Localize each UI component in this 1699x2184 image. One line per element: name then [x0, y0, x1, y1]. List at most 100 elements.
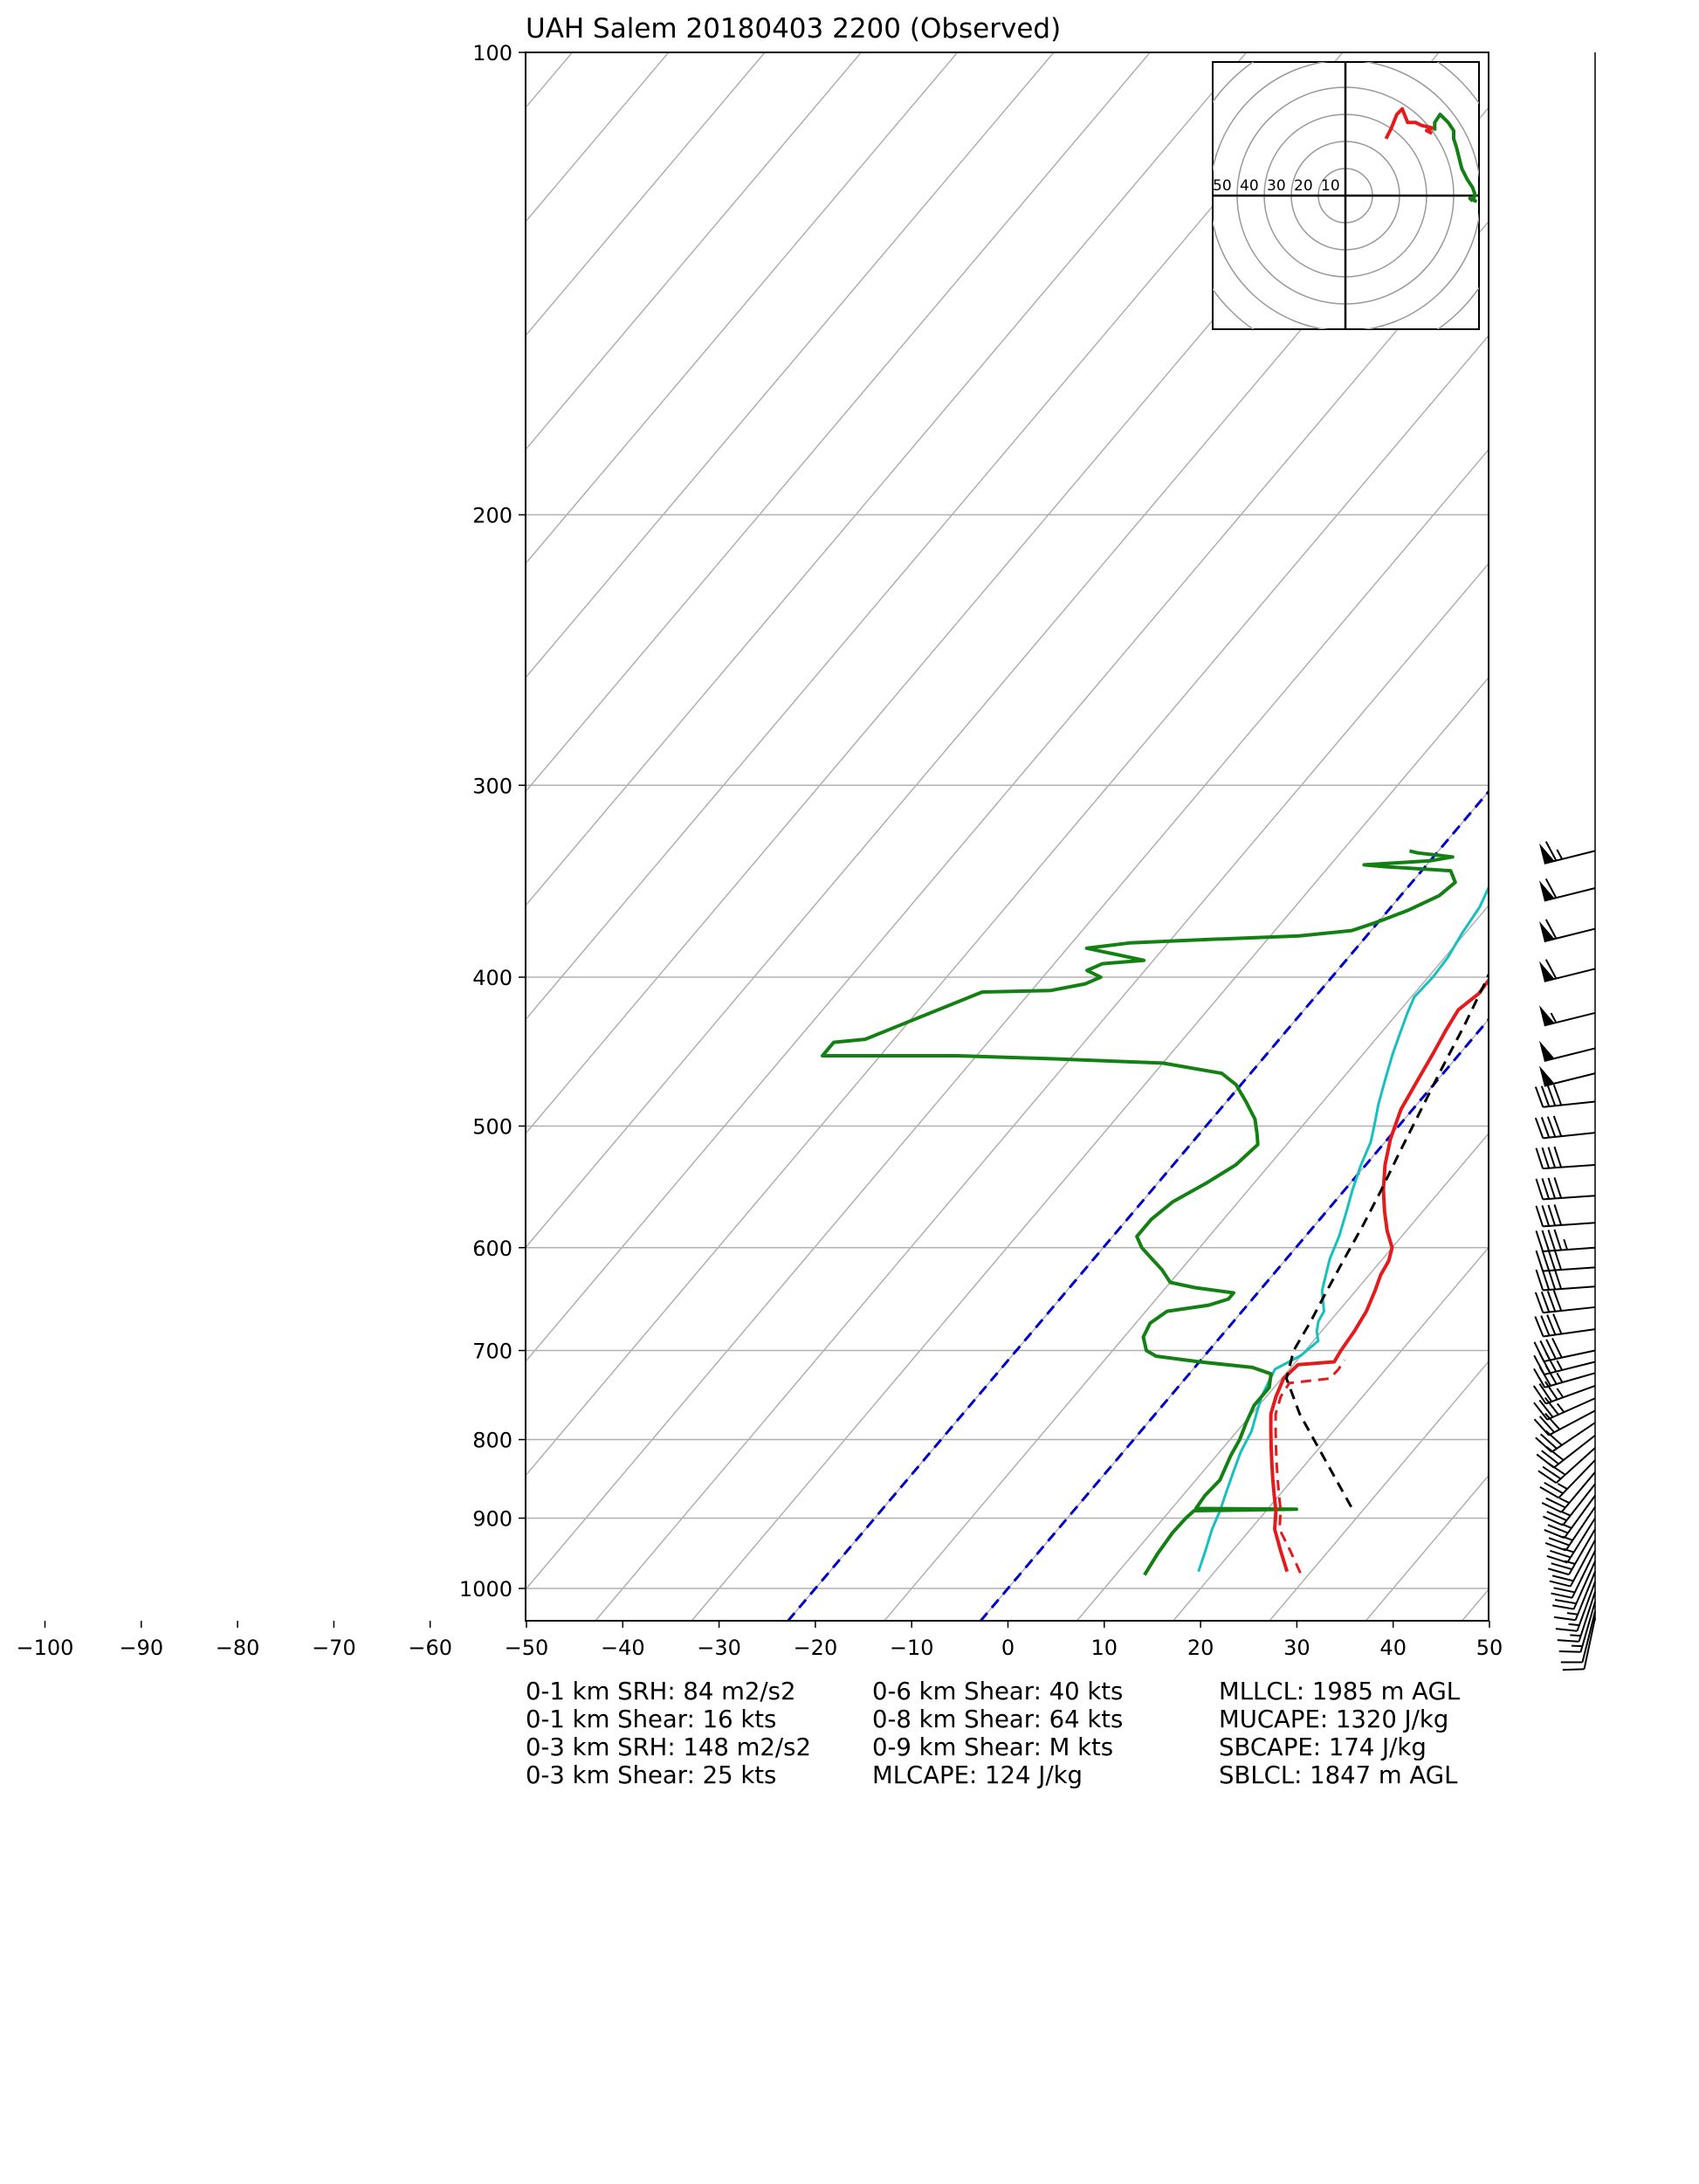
temperature-tick-label: −80	[216, 1636, 260, 1660]
wind-barb	[1534, 1313, 1596, 1338]
hodograph-ring-label: 30	[1267, 177, 1286, 195]
wind-barb	[1533, 1352, 1596, 1375]
isotherm-line	[526, 52, 1248, 907]
isotherm-line	[691, 676, 1489, 1621]
pressure-axis: 100 200 300 400 500 600 700 800 900 1000	[459, 41, 526, 1602]
pressure-tick-label: 400	[472, 966, 512, 990]
wind-barb	[1547, 1528, 1596, 1576]
wind-barb	[1538, 841, 1596, 865]
wind-barb	[1535, 1249, 1596, 1272]
isotherm-line	[526, 52, 1055, 679]
temperature-trace	[1269, 977, 1489, 1573]
wind-barb	[1535, 1204, 1596, 1228]
stat-0-3km-srh: 0-3 km SRH: 148 m2/s2	[526, 1733, 811, 1761]
wind-barb	[1544, 1506, 1596, 1552]
wind-barb	[1560, 1611, 1596, 1664]
wind-barb	[1538, 919, 1596, 943]
wind-barb	[1552, 1560, 1596, 1610]
wind-barb	[1538, 1040, 1596, 1062]
stat-0-6km-shear: 0-6 km Shear: 40 kts	[872, 1678, 1124, 1705]
stats-column-1: 0-1 km SRH: 84 m2/s2 0-1 km Shear: 16 kt…	[526, 1678, 811, 1789]
stat-0-1km-shear: 0-1 km Shear: 16 kts	[526, 1705, 777, 1733]
temperature-tick-label: −70	[312, 1636, 356, 1660]
hodograph-ring-label: 10	[1321, 177, 1340, 195]
chart-title: UAH Salem 20180403 2200 (Observed)	[526, 13, 1061, 45]
temperature-tick-label: −60	[408, 1636, 452, 1660]
isotherm-line	[526, 52, 1344, 1021]
wind-barb	[1535, 1268, 1596, 1292]
wind-barb	[1535, 1229, 1596, 1252]
pressure-tick-label: 1000	[459, 1577, 512, 1602]
wind-barb	[1535, 1146, 1596, 1170]
isotherm-line	[526, 52, 959, 565]
pressure-tick-label: 100	[472, 41, 512, 65]
pressure-tick-label: 300	[472, 774, 512, 798]
temperature-tick-label: −100	[17, 1636, 74, 1660]
parcel-trace	[1285, 971, 1489, 1508]
wind-barb	[1551, 1550, 1596, 1599]
pressure-tick-label: 800	[472, 1429, 512, 1453]
isotherm-line	[526, 52, 670, 223]
stat-0-9km-shear: 0-9 km Shear: M kts	[872, 1733, 1114, 1761]
temperature-tick-label: 10	[1091, 1636, 1118, 1660]
isotherm-line	[884, 904, 1489, 1621]
stat-0-1km-srh: 0-1 km SRH: 84 m2/s2	[526, 1678, 796, 1705]
hodograph-trace-upper	[1433, 113, 1477, 203]
hodograph-ring-label: 50	[1213, 177, 1232, 195]
wind-barb	[1538, 1005, 1596, 1027]
wind-barb	[1532, 1381, 1596, 1405]
stat-0-3km-shear: 0-3 km Shear: 25 kts	[526, 1761, 777, 1789]
wind-barb	[1555, 1581, 1596, 1632]
isotherm-line	[1461, 1588, 1489, 1621]
wind-barb	[1543, 1483, 1596, 1526]
dashed-reference-lines	[787, 789, 1489, 1621]
isotherm-line	[526, 52, 1151, 793]
hodograph-ring-label: 40	[1240, 177, 1259, 195]
pressure-tick-label: 600	[472, 1237, 512, 1261]
stat-mucape: MUCAPE: 1320 J/kg	[1219, 1705, 1449, 1733]
wind-barb	[1538, 878, 1596, 902]
isotherm-line	[526, 334, 1489, 1477]
wind-barb	[1541, 1471, 1596, 1513]
stats-column-2: 0-6 km Shear: 40 kts 0-8 km Shear: 64 kt…	[872, 1678, 1123, 1789]
wind-barb	[1538, 959, 1596, 982]
wind-barb	[1537, 1447, 1596, 1485]
wind-barb	[1538, 1065, 1596, 1087]
isotherm-line	[526, 52, 862, 451]
isotherm-line	[1173, 1246, 1489, 1621]
isotherm-line	[526, 52, 574, 109]
plot-frame	[525, 52, 1489, 1622]
hodograph-trace-lower	[1384, 107, 1434, 140]
pressure-tick-label: 900	[472, 1507, 512, 1532]
isotherm-line	[526, 448, 1489, 1591]
wind-barb	[1534, 1290, 1596, 1314]
temperature-axis: −100 −90 −80 −70 −60 −50 −40 −30 −20 −10 0 10 20 30 40…	[17, 1621, 1503, 1660]
wind-barb	[1534, 1115, 1596, 1140]
temperature-tick-label: 20	[1187, 1636, 1214, 1660]
wind-barb	[1535, 1177, 1596, 1201]
wind-barb	[1534, 1084, 1596, 1108]
temperature-tick-label: 50	[1476, 1636, 1503, 1660]
hodograph-ring-label: 20	[1294, 177, 1313, 195]
wetbulb-trace	[1197, 884, 1489, 1573]
wind-barb	[1533, 1396, 1596, 1421]
temperature-tick-label: −90	[119, 1636, 163, 1660]
temperature-tick-label: −30	[697, 1636, 741, 1660]
wind-barb	[1544, 1495, 1596, 1540]
hodograph-inset: 50 40 30 20 10	[1212, 61, 1480, 330]
wind-barb	[1535, 1422, 1596, 1453]
dewpoint-trace	[821, 849, 1457, 1576]
wind-barb	[1539, 1459, 1596, 1499]
temperature-tick-label: 0	[1001, 1636, 1015, 1660]
wind-barb	[1546, 1517, 1596, 1564]
wind-barb	[1558, 1601, 1596, 1653]
temperature_dashed-trace	[1274, 1359, 1346, 1574]
isotherm-line	[1076, 1132, 1489, 1621]
wind-barb	[1549, 1540, 1596, 1588]
dashed-reference-line	[979, 1017, 1489, 1621]
stat-sblcl: SBLCL: 1847 m AGL	[1219, 1761, 1458, 1789]
isotherm-line	[595, 562, 1489, 1621]
stat-0-8km-shear: 0-8 km Shear: 64 kts	[872, 1705, 1124, 1733]
temperature-tick-label: 40	[1379, 1636, 1407, 1660]
